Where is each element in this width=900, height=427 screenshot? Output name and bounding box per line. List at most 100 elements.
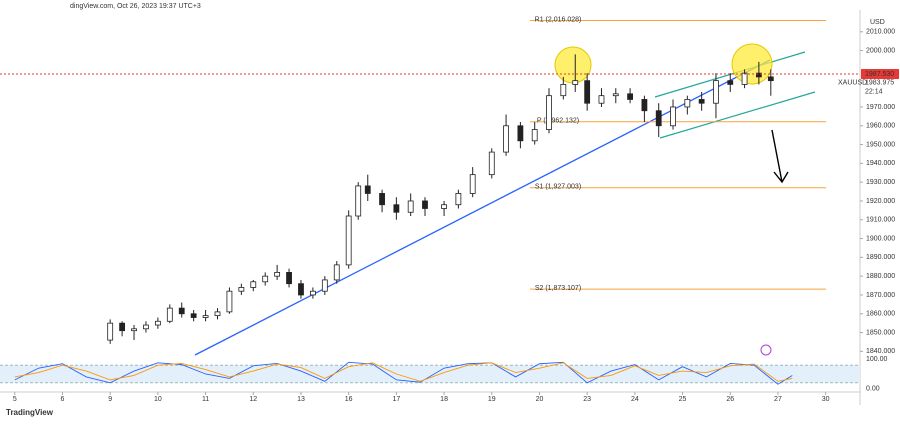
candle-body <box>107 322 114 341</box>
candle-body <box>238 287 245 292</box>
x-tick-label: 25 <box>679 396 687 403</box>
candle-body <box>713 80 719 104</box>
candle-body <box>684 99 691 108</box>
y-tick-label: 2000.000 <box>866 47 895 54</box>
x-tick-label: 6 <box>61 396 65 403</box>
candle-body <box>641 99 648 112</box>
candle-body <box>727 80 734 85</box>
candle-body <box>767 76 774 82</box>
candle-body <box>274 272 281 277</box>
pivot-label: S1 (1,927.003) <box>535 184 581 191</box>
y-tick-label: 1880.000 <box>866 273 895 280</box>
highlight-circle <box>731 43 773 85</box>
candle-body <box>670 106 676 127</box>
down-arrow <box>771 129 789 184</box>
candle-body <box>455 193 462 206</box>
candle-body <box>131 328 137 332</box>
candle-body <box>345 215 352 266</box>
candle-body <box>503 125 509 153</box>
y-tick-label: 1950.000 <box>866 141 895 148</box>
y-tick-label: 1840.000 <box>866 348 895 355</box>
candle-body <box>298 283 304 296</box>
candle-body <box>517 125 524 142</box>
candle-body <box>627 93 633 100</box>
highlight-circle <box>554 46 592 84</box>
candle-body <box>546 95 552 130</box>
symbol-label: XAUUSD <box>838 80 867 87</box>
x-tick-label: 12 <box>249 396 257 403</box>
candle-body <box>488 151 495 176</box>
candle-body <box>407 200 414 213</box>
candle-body <box>560 84 567 97</box>
oscillator-line <box>14 362 793 382</box>
x-tick-label: 17 <box>392 396 400 403</box>
candle-body <box>178 307 185 315</box>
x-tick-label: 16 <box>345 396 353 403</box>
candle-body <box>154 320 161 326</box>
candle-body <box>226 290 233 313</box>
pivot-label: S2 (1,873.107) <box>535 285 581 292</box>
candle-body <box>250 281 257 288</box>
candle-body <box>119 322 126 332</box>
y-tick-label: 1960.000 <box>866 123 895 130</box>
candle-body <box>469 174 476 194</box>
x-tick-label: 24 <box>631 396 639 403</box>
candle-body <box>310 290 316 296</box>
x-tick-label: 26 <box>726 396 734 403</box>
candle-body <box>393 204 400 213</box>
y-tick-label: 100.00 <box>866 356 888 363</box>
y-tick-label: 1920.000 <box>866 198 895 205</box>
candle-body <box>190 313 197 318</box>
event-icon <box>760 344 772 356</box>
y-tick-label: 1970.000 <box>866 104 895 111</box>
candle-body <box>698 99 705 104</box>
y-tick-label: 1930.000 <box>866 179 895 186</box>
candle-body <box>364 185 371 194</box>
last-price-box <box>861 69 899 80</box>
candle-body <box>741 72 748 85</box>
candle-body <box>379 193 385 206</box>
channel-lower <box>659 91 816 139</box>
candle-body <box>598 95 605 104</box>
x-tick-label: 13 <box>297 396 305 403</box>
candle-body <box>355 185 362 217</box>
currency: USD <box>870 19 885 26</box>
x-tick-label: 18 <box>440 396 448 403</box>
x-tick-label: 5 <box>13 396 17 403</box>
candle-body <box>441 204 447 209</box>
candle-body <box>612 93 619 97</box>
y-tick-label: 1860.000 <box>866 311 895 318</box>
x-tick-label: 10 <box>154 396 162 403</box>
candle-body <box>166 307 173 322</box>
y-tick-label: 2010.000 <box>866 29 895 36</box>
y-tick-label: 1900.000 <box>866 235 895 242</box>
x-tick-label: 19 <box>488 396 496 403</box>
y-tick-label: 1910.000 <box>866 217 895 224</box>
candle-body <box>333 264 340 281</box>
pivot-label: R1 (2,016.028) <box>535 16 582 23</box>
candle-body <box>262 275 269 283</box>
candle-body <box>572 80 579 85</box>
candle-body <box>584 80 591 104</box>
candle-body <box>321 279 328 292</box>
x-tick-label: 30 <box>822 396 830 403</box>
candle-body <box>422 200 428 209</box>
header: dingView.com, Oct 26, 2023 19:37 UTC+3 <box>70 3 201 10</box>
y-tick-label: 1870.000 <box>866 292 895 299</box>
brand: TradingView <box>6 408 54 417</box>
y-tick-label: 1850.000 <box>866 329 895 336</box>
candle-body <box>143 324 149 330</box>
x-tick-label: 9 <box>108 396 112 403</box>
y-tick-label: 1890.000 <box>866 254 895 261</box>
candle-body <box>214 311 221 317</box>
x-tick-label: 23 <box>583 396 591 403</box>
bid-price-label: 1983.975 <box>865 80 894 87</box>
countdown-label: 22:14 <box>865 89 883 96</box>
last-price-label: 1987.530 <box>865 71 894 78</box>
y-tick-label: 1940.000 <box>866 160 895 167</box>
x-tick-label: 20 <box>536 396 544 403</box>
y-tick-label: 0.00 <box>866 385 880 392</box>
candle-body <box>286 272 292 285</box>
candle-body <box>655 110 662 127</box>
